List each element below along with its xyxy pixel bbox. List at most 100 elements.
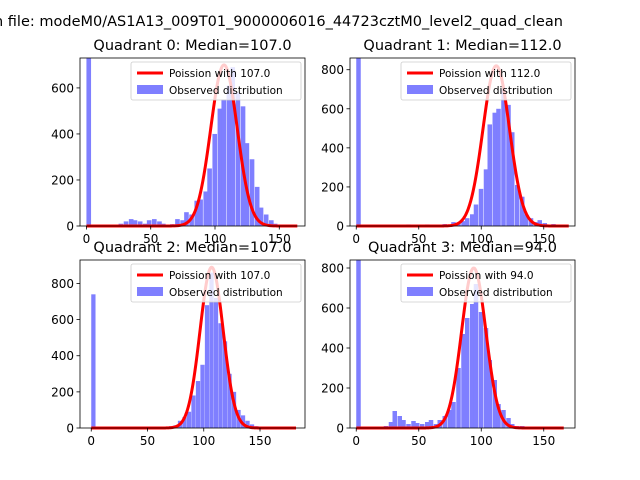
quadrant-0-x-tick-label: 100	[204, 232, 227, 246]
quadrant-0-histogram-bar	[221, 99, 227, 226]
quadrant-3-x-tick-label: 100	[470, 434, 493, 448]
quadrant-1-legend-hist-label: Observed distribution	[439, 85, 553, 97]
quadrant-3-histogram-bar	[392, 411, 397, 428]
quadrant-0-legend-fit-label: Poission with 107.0	[169, 68, 270, 80]
quadrant-3-histogram-bar	[483, 328, 489, 428]
quadrant-0-histogram-bar	[212, 133, 218, 226]
quadrant-2-legend-fit-label: Poission with 107.0	[169, 270, 270, 282]
quadrant-2-histogram-bar	[182, 417, 187, 428]
quadrant-2-y-tick-label: 0	[66, 422, 74, 436]
quadrant-3-panel: 0 50 100 150 0 200 400 600 800 Quadrant 3: Median…	[321, 240, 576, 448]
quadrant-0-histogram-bar	[128, 219, 134, 226]
quadrant-1-histogram-bar	[501, 89, 506, 226]
quadrant-1-histogram-bar	[496, 108, 501, 226]
quadrant-3-histogram-bar	[406, 424, 411, 428]
quadrant-2-histogram-bar	[227, 373, 232, 428]
quadrant-1-histogram-bar	[506, 104, 511, 226]
quadrant-0-histogram-bar	[263, 214, 269, 226]
quadrant-3-y-tick-label: 600	[321, 302, 344, 316]
quadrant-0-histogram-bar	[198, 199, 203, 226]
quadrant-0-axes-frame	[79, 57, 306, 227]
quadrant-3-y-tick-label: 800	[321, 262, 344, 276]
quadrant-3-histogram-bar	[465, 318, 470, 428]
quadrant-0-histogram-bar	[123, 221, 129, 226]
quadrant-3-histogram-bar	[473, 284, 479, 428]
quadrant-2-histogram-bar	[231, 391, 237, 428]
quadrant-1-y-tick-label: 200	[321, 180, 344, 194]
quadrant-0-histogram-bar	[230, 67, 236, 227]
quadrant-3-histogram-bar	[461, 334, 466, 428]
quadrant-1-legend	[400, 61, 572, 101]
quadrant-0-histogram-bar	[175, 219, 180, 226]
quadrant-2-panel: 0 50 100 150 0 200 400 600 800 Quadrant 2: Median…	[51, 240, 306, 448]
quadrant-0-y-tick-label: 600	[51, 81, 74, 95]
quadrant-2-histogram-bar	[213, 297, 219, 428]
quadrant-1-y-tick-label: 800	[321, 63, 344, 77]
quadrant-1-x-tick-label: 150	[532, 232, 555, 246]
quadrant-2-histogram-bar	[245, 420, 250, 428]
quadrant-3-legend-hist-label: Observed distribution	[439, 287, 553, 299]
quadrant-0-histogram-bar	[157, 221, 162, 226]
quadrant-3-histogram-bar	[420, 424, 425, 428]
quadrant-3-axes-frame	[349, 259, 576, 429]
quadrant-3-y-tick-label: 0	[336, 422, 344, 436]
quadrant-1-y-tick-label: 0	[336, 220, 344, 234]
quadrant-1-histogram-bar	[473, 204, 479, 226]
quadrant-0-histogram-bar	[235, 92, 241, 227]
quadrant-3-histogram-bar	[470, 304, 475, 428]
quadrant-3-title: Quadrant 3: Median=94.0	[368, 240, 557, 256]
figure-suptitle: n file: modeM0/AS1A13_009T01_9000006016_…	[0, 14, 563, 30]
quadrant-2-histogram-bar	[91, 294, 96, 428]
quadrant-3-histogram-bar	[456, 368, 461, 428]
quadrant-1-x-tick-label: 50	[411, 232, 426, 246]
quadrant-3-histogram-bar	[388, 422, 394, 428]
quadrant-0-y-tick-label: 0	[66, 220, 74, 234]
quadrant-2-x-tick-label: 0	[87, 434, 95, 448]
quadrant-3-histogram-bar	[428, 420, 434, 428]
quadrant-1-histogram-bar	[470, 214, 475, 226]
quadrant-1-histogram-bar	[478, 188, 484, 226]
quadrant-0-histogram-bar	[203, 191, 209, 226]
quadrant-1-histogram-bar	[487, 124, 492, 226]
quadrant-3-histogram-bar	[451, 402, 456, 428]
quadrant-1-x-tick-label: 100	[470, 232, 493, 246]
quadrant-0-histogram-bar	[258, 207, 264, 226]
quadrant-3-histogram-bar	[492, 380, 497, 428]
quadrant-3-legend-hist-swatch	[407, 287, 433, 296]
quadrant-3-y-tick-label: 400	[321, 342, 344, 356]
quadrant-0-histogram-bar	[254, 186, 260, 226]
quadrant-0-legend	[130, 61, 302, 101]
quadrant-2-histogram-bar	[186, 411, 192, 428]
quadrant-0-histogram-bar	[269, 220, 274, 226]
quadrant-2-y-tick-label: 200	[51, 385, 74, 399]
quadrant-2-histogram-bar	[200, 364, 205, 428]
quadrant-1-title: Quadrant 1: Median=112.0	[363, 38, 561, 54]
quadrant-1-histogram-bar	[520, 196, 525, 226]
quadrant-1-histogram-bar	[492, 112, 497, 226]
quadrant-2-histogram-bar	[195, 381, 201, 428]
quadrant-2-title: Quadrant 2: Median=107.0	[93, 240, 291, 256]
quadrant-3-histogram-bar	[496, 404, 501, 428]
quadrant-2-legend-hist-swatch	[137, 287, 163, 296]
quadrant-3-legend	[400, 263, 572, 303]
quadrant-1-x-tick-label: 0	[352, 232, 360, 246]
quadrant-1-histogram-bar	[537, 220, 542, 226]
quadrant-3-histogram-bar	[425, 422, 430, 428]
quadrant-3-histogram-bar	[478, 312, 484, 428]
quadrant-1-legend-fit-label: Poission with 112.0	[439, 68, 540, 80]
quadrant-2-histogram-bar	[240, 415, 246, 428]
quadrant-1-histogram-bar	[483, 169, 489, 226]
quadrant-2-x-tick-label: 150	[249, 434, 272, 448]
quadrant-1-histogram-bar	[356, 58, 361, 226]
quadrant-0-histogram-bar	[137, 221, 143, 226]
quadrant-2-y-tick-label: 600	[51, 313, 74, 327]
quadrant-1-y-tick-label: 600	[321, 102, 344, 116]
quadrant-1-histogram-bar	[465, 218, 470, 226]
quadrant-0-legend-hist-swatch	[137, 85, 163, 94]
quadrant-2-histogram-bar	[209, 272, 214, 428]
quadrant-0-histogram-bar	[86, 58, 92, 226]
quadrant-3-x-tick-label: 0	[352, 434, 360, 448]
quadrant-0-legend-hist-label: Observed distribution	[169, 85, 283, 97]
quadrant-3-histogram-bar	[415, 423, 420, 428]
